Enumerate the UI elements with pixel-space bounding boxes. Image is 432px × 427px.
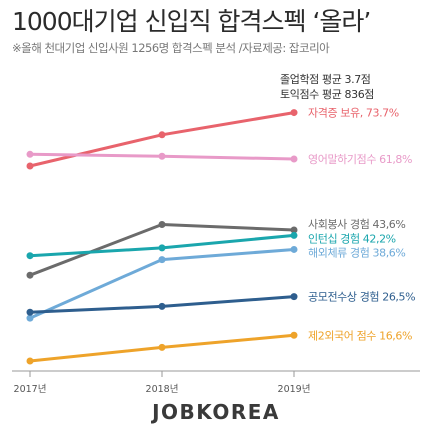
data-point [290, 109, 298, 117]
data-point [26, 271, 34, 279]
data-point [26, 308, 34, 316]
data-point [158, 131, 166, 139]
series-label: 사회봉사 경험 43,6% [308, 218, 405, 231]
data-point [26, 252, 34, 260]
x-axis: 2017년 2018년 2019년 [12, 370, 420, 395]
series-layer [26, 109, 298, 365]
data-point [26, 314, 34, 322]
series-label: 제2외국어 점수 16,6% [308, 329, 412, 342]
data-point [290, 293, 298, 301]
chart-subtitle: ※올해 천대기업 신입사원 1256명 합격스펙 분석 /자료제공: 잡코리아 [12, 41, 330, 55]
spec-note: 졸업학점 평균 3.7점 토익점수 평균 836점 [280, 72, 374, 102]
data-point [26, 357, 34, 365]
data-point [158, 221, 166, 228]
x-tick-label: 2017년 [14, 384, 47, 395]
series-label: 영어말하기점수 61,8% [308, 152, 412, 166]
x-tick-label: 2018년 [146, 384, 179, 395]
series-label: 인턴십 경험 42,2% [308, 232, 396, 245]
gpa-note: 졸업학점 평균 3.7점 [280, 73, 371, 86]
data-point [158, 244, 166, 252]
x-tick-label: 2019년 [278, 384, 311, 395]
chart-title: 1000대기업 신입직 합격스펙 ‘올라’ [12, 7, 371, 36]
data-point [26, 150, 34, 158]
series-label: 자격증 보유, 73.7% [308, 107, 399, 120]
data-point [290, 245, 298, 253]
data-point [158, 302, 166, 310]
data-point [158, 256, 166, 264]
data-point [158, 152, 166, 160]
data-point [290, 226, 298, 234]
data-point [290, 331, 298, 339]
toeic-note: 토익점수 평균 836점 [280, 88, 375, 101]
data-point [290, 155, 298, 163]
brand-logo: JOBKOREA [152, 400, 280, 424]
series-labels: 자격증 보유, 73.7% 영어말하기점수 61,8% 사회봉사 경험 43,6%인… [308, 107, 416, 343]
data-point [158, 343, 166, 351]
series-label: 해외체류 경험 38,6% [308, 245, 405, 259]
data-point [26, 162, 34, 170]
data-point [290, 231, 298, 239]
series-label: 공모전수상 경험 26,5% [308, 291, 415, 304]
